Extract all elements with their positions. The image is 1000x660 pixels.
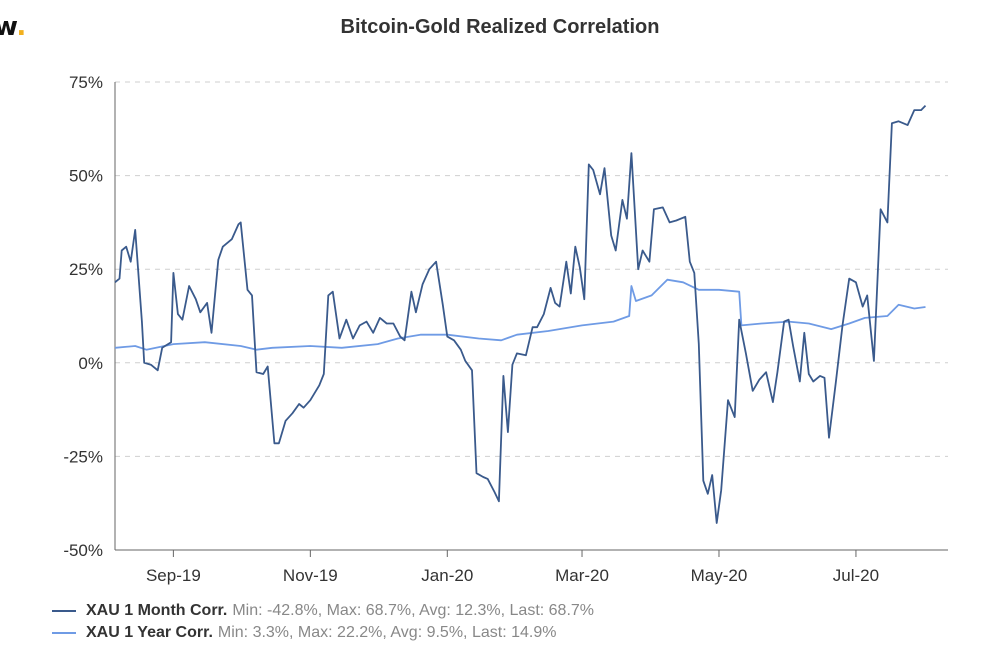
legend: XAU 1 Month Corr. Min: -42.8%, Max: 68.7… <box>52 600 594 644</box>
logo-dot: . <box>16 12 27 42</box>
x-tick-label: Sep-19 <box>146 566 201 585</box>
x-tick-label: May-20 <box>691 566 748 585</box>
legend-swatch-1month <box>52 610 76 612</box>
legend-series-name: XAU 1 Month Corr. <box>86 602 228 619</box>
legend-series-stats: Min: 3.3%, Max: 22.2%, Avg: 9.5%, Last: … <box>217 624 557 641</box>
x-tick-label: Nov-19 <box>283 566 338 585</box>
chart-title: Bitcoin-Gold Realized Correlation <box>340 16 660 38</box>
x-tick-label: Jan-20 <box>421 566 473 585</box>
y-tick-label: 25% <box>69 260 103 279</box>
legend-series-name: XAU 1 Year Corr. <box>86 624 213 641</box>
y-tick-label: 75% <box>69 73 103 92</box>
logo: w. <box>0 12 26 42</box>
x-tick-label: Jul-20 <box>833 566 879 585</box>
legend-item-1month[interactable]: XAU 1 Month Corr. Min: -42.8%, Max: 68.7… <box>52 600 594 622</box>
y-tick-label: -50% <box>63 541 103 560</box>
legend-series-stats: Min: -42.8%, Max: 68.7%, Avg: 12.3%, Las… <box>232 602 595 619</box>
y-tick-label: 0% <box>78 354 103 373</box>
y-tick-label: 50% <box>69 167 103 186</box>
y-tick-label: -25% <box>63 447 103 466</box>
line-chart: 75% 50% 25% 0% -25% -50% Sep-19 Nov-19 Jan-20 Mar… <box>63 73 948 585</box>
x-tick-label: Mar-20 <box>555 566 609 585</box>
legend-item-1year[interactable]: XAU 1 Year Corr. Min: 3.3%, Max: 22.2%, … <box>52 622 594 644</box>
series-line-1month <box>114 104 927 524</box>
legend-swatch-1year <box>52 632 76 634</box>
series-line-1year <box>114 278 926 351</box>
logo-letter: w <box>0 12 17 42</box>
